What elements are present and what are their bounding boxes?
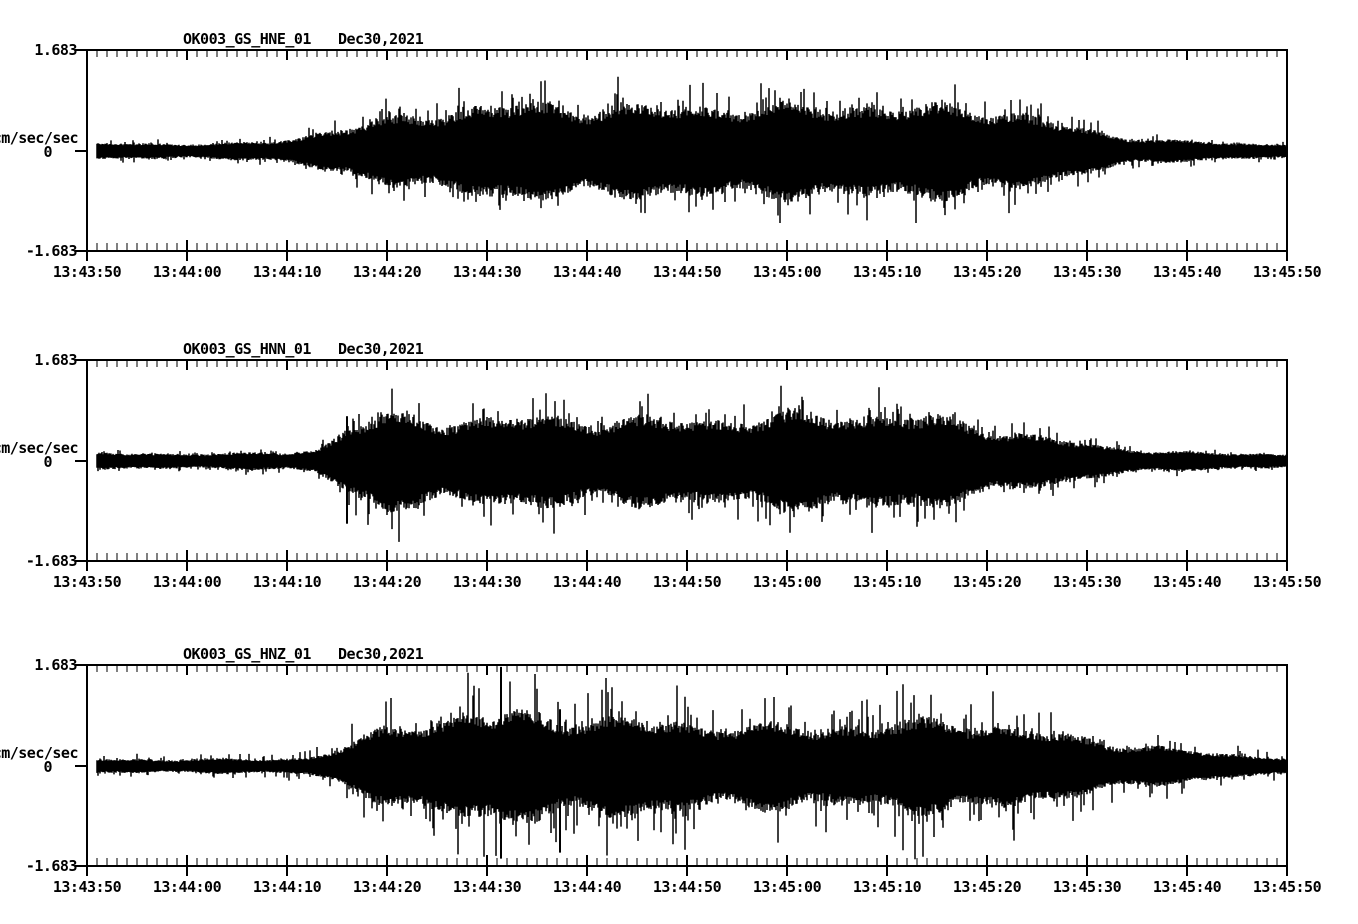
panel-title-station: OK003_GS_HNE_01 bbox=[183, 30, 311, 48]
x-tick-label: 13:44:50 bbox=[653, 878, 722, 896]
y-axis-unit-label: cm/sec/sec bbox=[0, 129, 78, 147]
x-tick-label: 13:45:40 bbox=[1153, 263, 1222, 281]
x-tick-label: 13:44:40 bbox=[553, 878, 622, 896]
y-axis-min-label: -1.683 bbox=[26, 552, 78, 570]
y-axis-zero-label: 0 bbox=[43, 453, 52, 471]
x-tick-label: 13:45:50 bbox=[1253, 263, 1322, 281]
y-axis-zero-label: 0 bbox=[43, 758, 52, 776]
x-tick-label: 13:44:10 bbox=[253, 573, 322, 591]
x-tick-label: 13:44:30 bbox=[453, 263, 522, 281]
x-tick-label: 13:44:20 bbox=[353, 573, 422, 591]
x-tick-label: 13:44:50 bbox=[653, 573, 722, 591]
x-tick-label: 13:44:20 bbox=[353, 263, 422, 281]
y-axis-unit-label: cm/sec/sec bbox=[0, 439, 78, 457]
x-tick-label: 13:45:50 bbox=[1253, 573, 1322, 591]
x-tick-label: 13:45:10 bbox=[853, 573, 922, 591]
minor-ticks bbox=[96, 360, 1278, 561]
waveform-trace bbox=[96, 76, 1287, 223]
y-axis-zero-label: 0 bbox=[43, 143, 52, 161]
x-tick-label: 13:44:30 bbox=[453, 878, 522, 896]
y-axis-max-label: 1.683 bbox=[34, 41, 77, 59]
panel-title-station: OK003_GS_HNZ_01 bbox=[183, 645, 311, 663]
x-tick-label: 13:44:00 bbox=[153, 878, 222, 896]
x-tick-label: 13:44:00 bbox=[153, 263, 222, 281]
x-tick-label: 13:44:50 bbox=[653, 263, 722, 281]
y-axis-max-label: 1.683 bbox=[34, 351, 77, 369]
panel-title-date: Dec30,2021 bbox=[338, 645, 424, 663]
x-tick-label: 13:45:10 bbox=[853, 263, 922, 281]
x-tick-label: 13:44:20 bbox=[353, 878, 422, 896]
y-axis-min-label: -1.683 bbox=[26, 857, 78, 875]
x-tick-label: 13:45:20 bbox=[953, 878, 1022, 896]
x-tick-label: 13:44:40 bbox=[553, 573, 622, 591]
panel-title-date: Dec30,2021 bbox=[338, 340, 424, 358]
y-axis-unit-label: cm/sec/sec bbox=[0, 744, 78, 762]
panel-hnz: OK003_GS_HNZ_01 Dec30,2021 1.683 0 -1.683 cm/… bbox=[0, 645, 1322, 896]
x-tick-label: 13:44:10 bbox=[253, 878, 322, 896]
waveform-trace bbox=[96, 672, 1287, 860]
waveform-trace bbox=[96, 385, 1287, 542]
x-tick-label: 13:45:30 bbox=[1053, 878, 1122, 896]
major-ticks bbox=[75, 664, 1288, 876]
major-ticks bbox=[75, 359, 1288, 571]
x-tick-label: 13:45:00 bbox=[753, 573, 822, 591]
y-axis-max-label: 1.683 bbox=[34, 656, 77, 674]
x-tick-label: 13:45:40 bbox=[1153, 878, 1222, 896]
minor-ticks bbox=[96, 665, 1278, 866]
x-tick-label: 13:45:20 bbox=[953, 263, 1022, 281]
panel-title-date: Dec30,2021 bbox=[338, 30, 424, 48]
y-axis-min-label: -1.683 bbox=[26, 242, 78, 260]
waveform-extreme-spike bbox=[500, 666, 561, 859]
x-tick-label: 13:43:50 bbox=[53, 878, 122, 896]
panel-hne: OK003_GS_HNE_01 Dec30,2021 1.683 0 -1.683 cm/… bbox=[0, 30, 1322, 281]
x-tick-label: 13:44:40 bbox=[553, 263, 622, 281]
x-tick-label: 13:44:00 bbox=[153, 573, 222, 591]
panel-title-station: OK003_GS_HNN_01 bbox=[183, 340, 311, 358]
x-tick-label: 13:45:20 bbox=[953, 573, 1022, 591]
major-ticks bbox=[75, 49, 1288, 261]
x-tick-label: 13:45:40 bbox=[1153, 573, 1222, 591]
x-tick-label: 13:45:30 bbox=[1053, 263, 1122, 281]
x-tick-label: 13:45:00 bbox=[753, 878, 822, 896]
x-tick-label: 13:45:00 bbox=[753, 263, 822, 281]
panel-hnn: OK003_GS_HNN_01 Dec30,2021 1.683 0 -1.683 cm/… bbox=[0, 340, 1322, 591]
x-tick-label: 13:45:10 bbox=[853, 878, 922, 896]
x-tick-label: 13:44:10 bbox=[253, 263, 322, 281]
x-tick-label: 13:44:30 bbox=[453, 573, 522, 591]
x-tick-label: 13:45:50 bbox=[1253, 878, 1322, 896]
x-tick-label: 13:43:50 bbox=[53, 573, 122, 591]
minor-ticks bbox=[96, 50, 1278, 251]
x-tick-label: 13:43:50 bbox=[53, 263, 122, 281]
x-tick-label: 13:45:30 bbox=[1053, 573, 1122, 591]
